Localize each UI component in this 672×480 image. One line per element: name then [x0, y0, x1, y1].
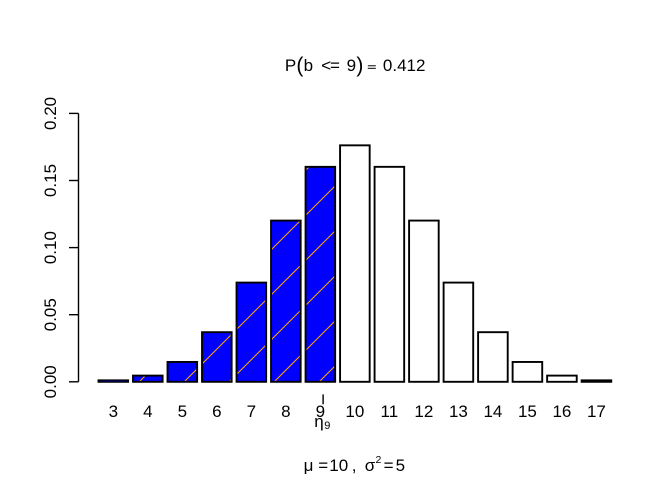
svg-text:9: 9	[347, 56, 356, 75]
svg-text:P: P	[285, 56, 296, 75]
svg-text:=: =	[318, 456, 328, 475]
svg-text:12: 12	[414, 402, 433, 421]
svg-text:6: 6	[212, 402, 221, 421]
svg-text:14: 14	[483, 402, 502, 421]
svg-text:=: =	[330, 56, 340, 75]
svg-text:17: 17	[587, 402, 606, 421]
svg-text:2: 2	[376, 454, 382, 466]
svg-text:(: (	[296, 54, 303, 77]
svg-text:15: 15	[518, 402, 537, 421]
svg-text:0.412: 0.412	[383, 56, 426, 75]
svg-text:5: 5	[178, 402, 187, 421]
svg-text:0.10: 0.10	[41, 231, 60, 264]
svg-text:): )	[356, 54, 363, 77]
svg-text:9: 9	[316, 402, 325, 421]
svg-text:10: 10	[329, 456, 348, 475]
svg-text:3: 3	[109, 402, 118, 421]
svg-text:0.15: 0.15	[41, 164, 60, 197]
svg-text:η: η	[314, 412, 323, 431]
svg-text:11: 11	[381, 402, 399, 421]
svg-text:9: 9	[324, 420, 330, 432]
svg-text:5: 5	[396, 456, 405, 475]
svg-text:0.05: 0.05	[41, 298, 60, 331]
svg-text:4: 4	[143, 402, 152, 421]
svg-text:7: 7	[247, 402, 256, 421]
svg-text:<: <	[321, 56, 331, 75]
svg-text:13: 13	[449, 402, 468, 421]
svg-text:10: 10	[345, 402, 364, 421]
svg-text:16: 16	[552, 402, 571, 421]
svg-text:8: 8	[281, 402, 290, 421]
svg-text:0.00: 0.00	[41, 365, 60, 398]
svg-text:=: =	[384, 456, 394, 475]
svg-text:0.20: 0.20	[41, 97, 60, 130]
svg-text:,: ,	[352, 456, 357, 475]
svg-text:σ: σ	[365, 456, 376, 475]
svg-text:μ: μ	[304, 456, 314, 475]
svg-text:b: b	[304, 56, 313, 75]
